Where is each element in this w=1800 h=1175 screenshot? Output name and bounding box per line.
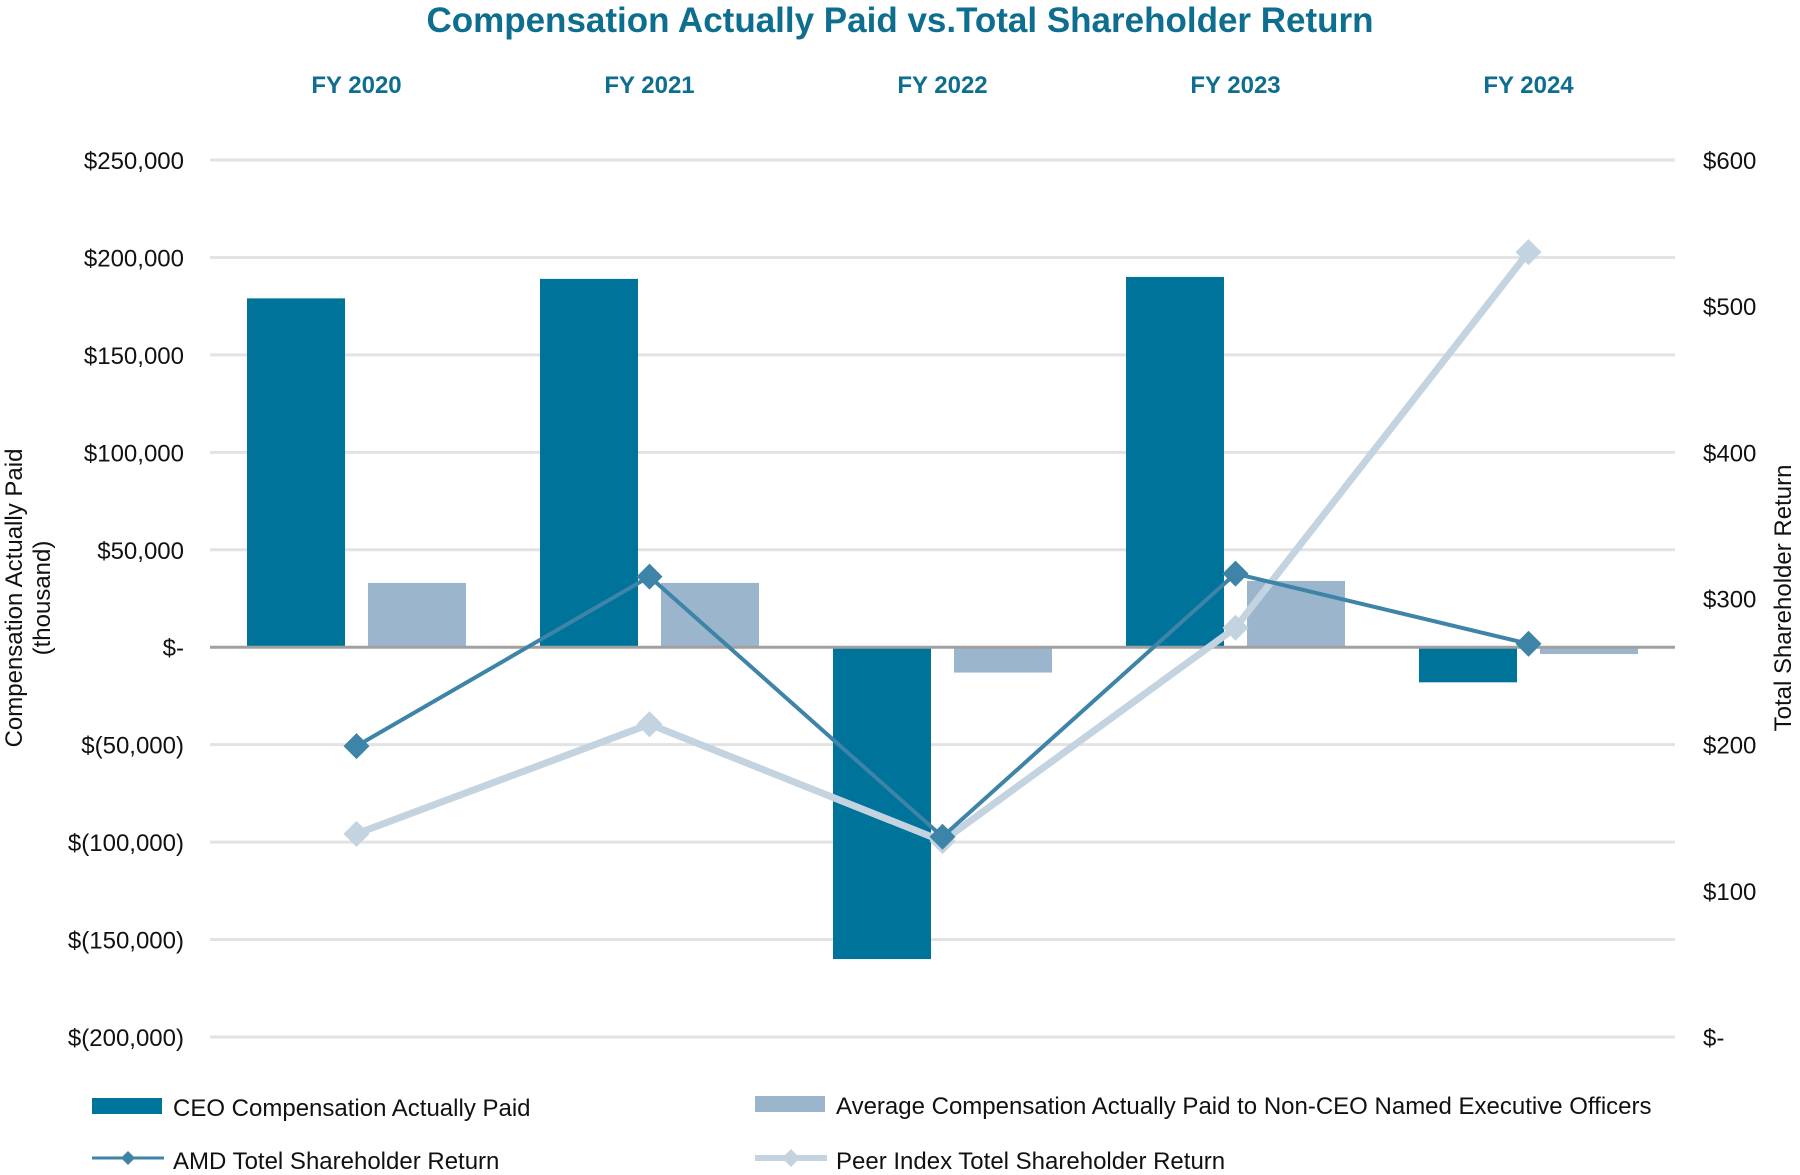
bar-ceo <box>1126 276 1224 648</box>
left-tick-label: $- <box>163 635 184 662</box>
lines-layer <box>343 239 1542 855</box>
left-tick-label: $200,000 <box>84 245 184 272</box>
peer-tsr-line <box>355 249 1532 845</box>
legend-marker <box>121 1151 135 1165</box>
peer-tsr-marker <box>636 711 663 738</box>
right-tick-label: $300 <box>1703 587 1756 614</box>
category-label: FY 2024 <box>1483 72 1574 99</box>
legend-label: Peer Index Totel Shareholder Return <box>836 1148 1225 1175</box>
category-label: FY 2022 <box>897 72 987 99</box>
chart-title: Compensation Actually Paid vs.Total Shar… <box>426 1 1373 40</box>
legend-swatch <box>755 1096 825 1112</box>
amd-tsr-marker <box>343 733 370 760</box>
amd-tsr-marker <box>929 823 956 850</box>
bar-ceo <box>1419 647 1517 683</box>
right-tick-label: $200 <box>1703 733 1756 760</box>
right-tick-label: $500 <box>1703 294 1756 321</box>
bars-layer <box>247 276 1638 960</box>
right-tick-label: $600 <box>1703 148 1756 175</box>
right-tick-label: $- <box>1703 1025 1724 1052</box>
bar-non-ceo <box>368 582 466 648</box>
amd-tsr-marker <box>1515 630 1542 657</box>
peer-tsr-marker <box>343 820 370 847</box>
category-label: FY 2021 <box>604 72 694 99</box>
legend-label: Average Compensation Actually Paid to No… <box>836 1093 1652 1120</box>
gridlines <box>210 158 1675 1039</box>
bar-non-ceo <box>1540 647 1638 655</box>
legend: CEO Compensation Actually Paid Average Co… <box>92 1093 1652 1175</box>
legend-label: AMD Totel Shareholder Return <box>173 1148 499 1175</box>
left-axis-title: Compensation Actually Paid <box>1 449 28 748</box>
left-tick-label: $150,000 <box>84 343 184 370</box>
right-axis-ticks: $600 $500 $400 $300 $200 $100 $- <box>1703 148 1756 1052</box>
category-labels: FY 2020 FY 2021 FY 2022 FY 2023 FY 2024 <box>311 72 1574 99</box>
amd-tsr-line <box>355 571 1529 839</box>
left-tick-label: $(100,000) <box>68 830 184 857</box>
amd-tsr-marker <box>636 563 663 590</box>
bar-non-ceo <box>954 647 1052 673</box>
left-axis-ticks: $250,000 $200,000 $150,000 $100,000 $50,000 $… <box>68 148 184 1052</box>
peer-tsr-marker <box>1515 239 1542 266</box>
legend-marker <box>782 1149 800 1167</box>
left-tick-label: $250,000 <box>84 148 184 175</box>
category-label: FY 2023 <box>1190 72 1280 99</box>
legend-swatch <box>92 1098 162 1114</box>
left-tick-label: $(200,000) <box>68 1025 184 1052</box>
bar-ceo <box>247 298 345 648</box>
right-tick-label: $100 <box>1703 879 1756 906</box>
peer-tsr-marker <box>1222 614 1249 641</box>
bar-non-ceo <box>661 582 759 648</box>
bar-ceo <box>540 278 638 648</box>
left-tick-label: $50,000 <box>97 538 184 565</box>
left-tick-label: $100,000 <box>84 440 184 467</box>
legend-label: CEO Compensation Actually Paid <box>173 1095 531 1122</box>
right-tick-label: $400 <box>1703 440 1756 467</box>
amd-tsr-marker <box>1222 560 1249 587</box>
left-tick-label: $(50,000) <box>81 733 184 760</box>
category-label: FY 2020 <box>311 72 401 99</box>
left-tick-label: $(150,000) <box>68 928 184 955</box>
right-axis-title: Total Shareholder Return <box>1770 465 1797 732</box>
left-axis-subtitle: (thousand) <box>29 541 56 656</box>
axis-titles: Compensation Actually Paid (thousand) Tota… <box>1 449 1797 748</box>
